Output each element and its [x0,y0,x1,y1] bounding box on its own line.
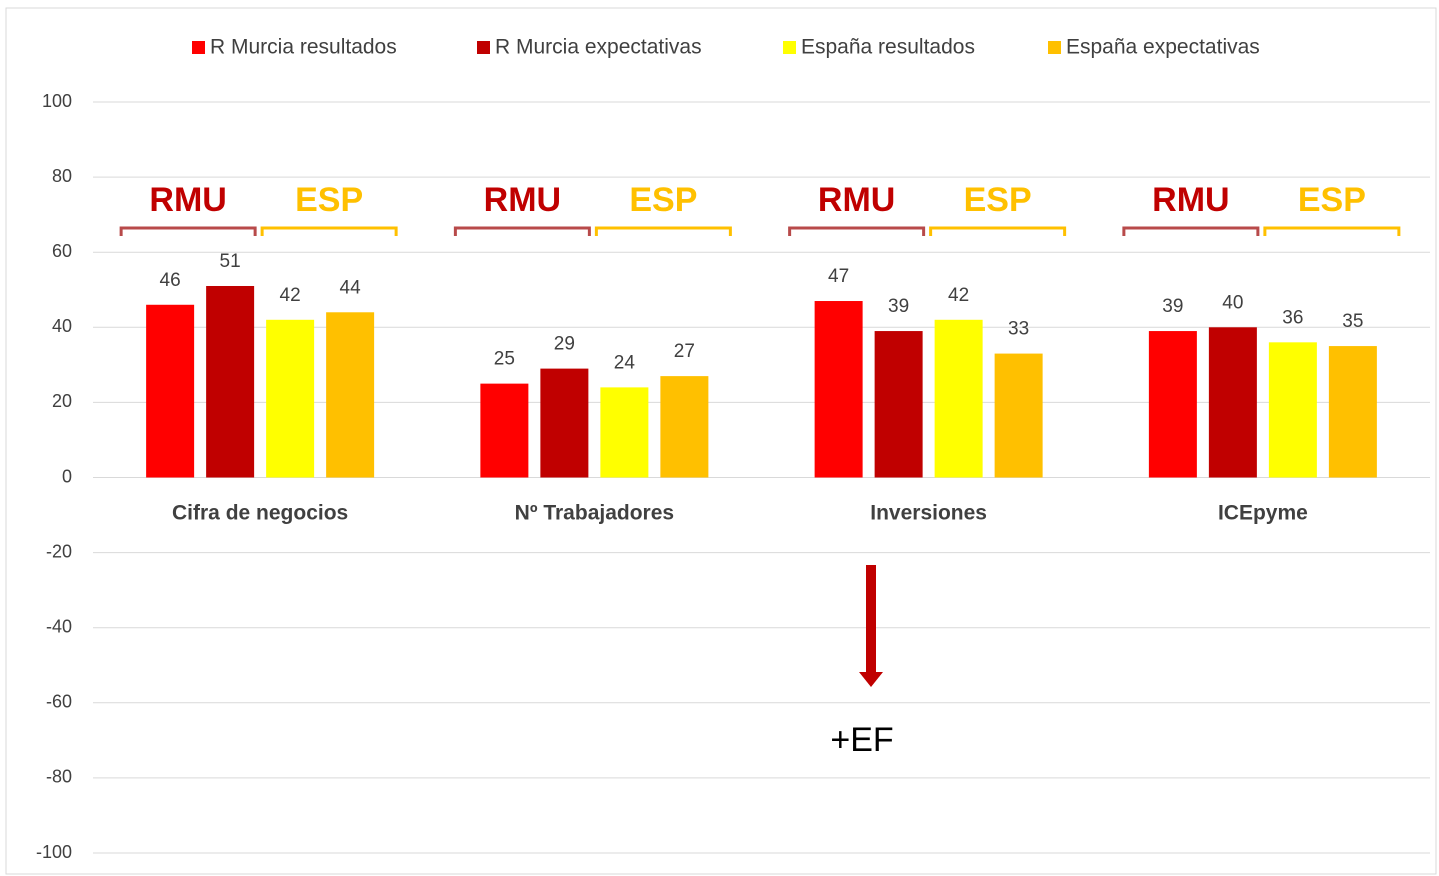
data-label: 44 [340,277,362,298]
data-label: 46 [160,270,181,291]
group-bracket [594,226,732,236]
data-label: 29 [554,334,575,355]
x-tick-label: Cifra de negocios [172,502,348,525]
data-label: 33 [1008,319,1029,340]
legend-swatch [1048,41,1061,54]
data-label: 42 [948,285,969,306]
legend-swatch [192,41,205,54]
data-label: 24 [614,352,636,373]
group-label: ESP [964,181,1032,219]
data-label: 25 [494,349,515,370]
y-tick-label: -100 [36,842,72,862]
y-tick-label: 100 [42,91,72,111]
x-tick-label: ICEpyme [1218,502,1308,525]
group-bracket [119,226,257,236]
group-bracket [453,226,591,236]
group-bracket [1122,226,1260,236]
bar [1268,342,1317,478]
bar [814,301,863,478]
x-tick-label: Nº Trabajadores [515,502,674,525]
group-bracket [788,226,926,236]
y-tick-label: -40 [46,616,72,636]
bar [540,368,589,478]
data-label: 47 [828,266,849,287]
arrow-head [859,672,883,687]
data-label: 36 [1282,307,1303,328]
y-tick-label: -80 [46,767,72,787]
group-label: RMU [1152,181,1229,219]
data-label: 40 [1222,292,1243,313]
group-bracket [260,226,398,236]
bar [600,387,649,478]
y-tick-label: 80 [52,166,72,186]
annotation: +EF [830,721,893,759]
data-label: 51 [220,251,241,272]
group-label: ESP [629,181,697,219]
legend-swatch [783,41,796,54]
y-tick-label: -20 [46,541,72,561]
data-label: 42 [280,285,301,306]
group-label: ESP [1298,181,1366,219]
bar [206,285,255,478]
group-label: RMU [149,181,226,219]
bar [874,331,923,478]
y-tick-label: 0 [62,466,72,486]
bar [934,319,983,478]
group-label: RMU [818,181,895,219]
y-tick-label: 60 [52,241,72,261]
data-label: 27 [674,341,695,362]
bar [1148,331,1197,478]
y-tick-label: 20 [52,391,72,411]
bar [266,319,315,478]
bar [326,312,375,478]
group-bracket [1263,226,1401,236]
bar [1208,327,1257,478]
data-label: 39 [888,296,909,317]
arrow-shaft [866,565,876,673]
bar [146,304,195,478]
y-tick-label: 40 [52,316,72,336]
legend-label: R Murcia resultados [210,36,397,59]
data-label: 35 [1342,311,1363,332]
legend-label: España resultados [801,36,975,59]
group-label: ESP [295,181,363,219]
bar [1328,346,1377,478]
y-tick-label: -60 [46,692,72,712]
group-bracket [929,226,1067,236]
legend-label: R Murcia expectativas [495,36,702,59]
bar [660,376,709,478]
legend-label: España expectativas [1066,36,1260,59]
group-label: RMU [484,181,561,219]
bar [480,383,529,478]
legend-swatch [477,41,490,54]
data-label: 39 [1162,296,1183,317]
x-tick-label: Inversiones [870,502,987,525]
bar [994,353,1043,478]
